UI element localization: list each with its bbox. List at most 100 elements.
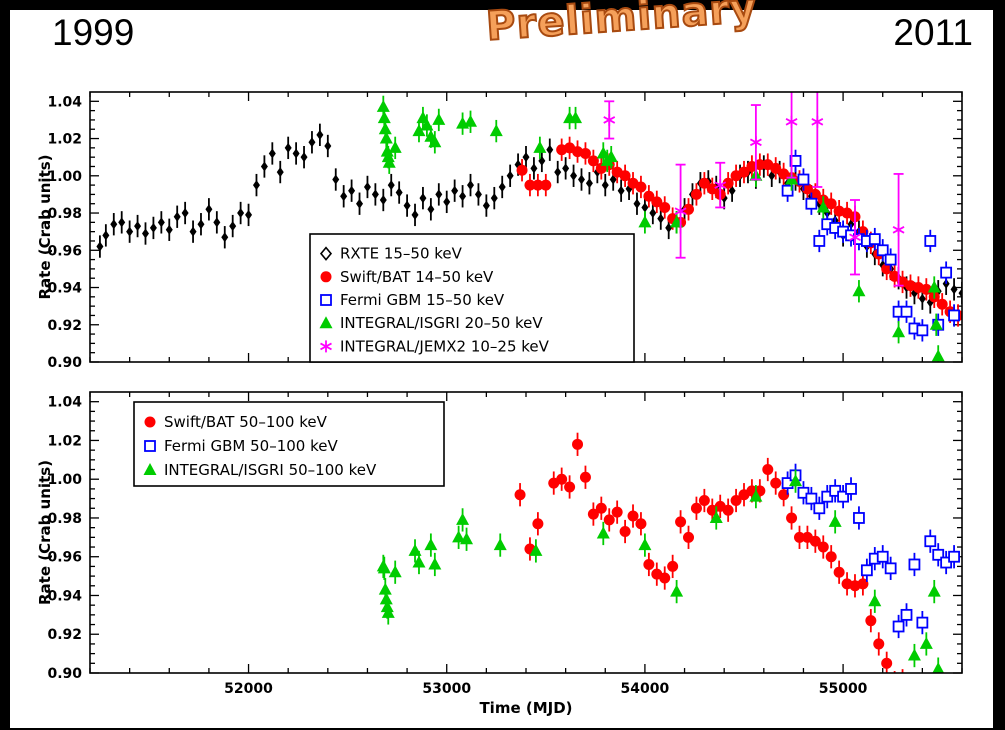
- data-point: [659, 201, 671, 213]
- legend-marker: [144, 416, 156, 428]
- figure-panel: 1999 2011 Preliminary 0.90 0.92 0.94 0.96 0.…: [10, 0, 993, 728]
- data-point: [165, 224, 173, 235]
- data-point: [102, 230, 110, 241]
- data-point: [641, 202, 649, 213]
- data-point: [635, 518, 647, 530]
- y-tick-label: 0.90: [47, 355, 82, 371]
- data-point: [378, 582, 392, 595]
- legend-entry: Swift/BAT 50–100 keV: [164, 413, 328, 431]
- data-point: [837, 490, 849, 503]
- data-point: [489, 124, 503, 137]
- data-point: [865, 615, 877, 627]
- data-point: [157, 217, 165, 228]
- data-point: [770, 477, 782, 489]
- data-point: [556, 473, 568, 485]
- data-point: [828, 514, 842, 527]
- y-tick-label: 0.98: [47, 206, 82, 222]
- y-tick-label: 0.92: [47, 318, 82, 334]
- data-point: [900, 305, 913, 318]
- data-point: [853, 512, 865, 524]
- legend-entry: Fermi GBM 15–50 keV: [340, 291, 505, 309]
- data-point: [889, 677, 900, 688]
- data-point: [96, 241, 104, 252]
- data-point: [722, 504, 734, 516]
- data-point: [674, 205, 687, 218]
- data-point: [595, 502, 607, 514]
- data-point: [181, 208, 189, 219]
- data-point: [435, 189, 443, 200]
- data-point: [245, 209, 253, 220]
- y-tick-label: 0.94: [47, 281, 82, 297]
- data-point: [670, 584, 684, 597]
- data-point: [892, 620, 905, 633]
- data-point: [675, 516, 687, 528]
- data-point: [919, 636, 933, 649]
- data-point: [603, 514, 615, 526]
- data-point: [522, 152, 530, 163]
- data-point: [118, 217, 126, 228]
- data-point: [884, 253, 897, 266]
- data-point: [260, 161, 268, 172]
- data-point: [659, 572, 671, 584]
- data-point: [569, 111, 583, 124]
- data-point: [412, 124, 426, 137]
- data-point: [570, 170, 578, 181]
- data-point: [809, 535, 821, 547]
- legend-marker: [319, 316, 333, 329]
- data-point: [907, 648, 921, 661]
- data-point: [619, 526, 631, 538]
- data-point: [876, 550, 889, 563]
- data-point: [382, 155, 396, 168]
- data-point: [332, 174, 340, 185]
- data-point: [793, 531, 805, 543]
- data-point: [786, 512, 798, 524]
- data-point: [237, 208, 245, 219]
- data-point: [797, 173, 810, 186]
- data-point: [377, 111, 391, 124]
- data-point: [913, 685, 924, 696]
- data-point: [789, 474, 803, 487]
- data-point: [419, 193, 427, 204]
- data-point: [958, 288, 962, 299]
- legend-entry: Swift/BAT 14–50 keV: [340, 268, 494, 286]
- legend-entry: INTEGRAL/JEMX2 10–25 keV: [340, 337, 550, 355]
- data-point: [587, 155, 599, 167]
- data-point: [778, 489, 790, 501]
- data-point: [651, 196, 663, 208]
- data-point: [498, 181, 506, 192]
- data-point: [709, 510, 723, 523]
- data-point: [900, 608, 913, 621]
- y-tick-label: 0.96: [47, 243, 82, 259]
- year-start-label: 1999: [52, 12, 135, 53]
- data-point: [514, 159, 522, 170]
- data-point: [356, 198, 364, 209]
- data-point: [690, 188, 702, 200]
- data-point: [554, 167, 562, 178]
- crab-rate-chart: 0.90 0.92 0.94 0.96 0.98 1.00 1.02 1.04 Rate (Cr…: [36, 91, 963, 717]
- data-point: [789, 154, 802, 167]
- data-point: [881, 657, 893, 669]
- data-point: [585, 178, 593, 189]
- data-point: [377, 561, 391, 574]
- y-tick-label: 1.02: [47, 433, 82, 449]
- data-point: [754, 159, 766, 171]
- data-point: [432, 112, 446, 125]
- data-point: [932, 548, 945, 561]
- plot-frame: [89, 391, 963, 674]
- data-point: [529, 543, 543, 556]
- data-point: [221, 232, 229, 243]
- data-point: [451, 185, 459, 196]
- data-point: [749, 489, 763, 502]
- data-point: [908, 558, 921, 571]
- data-point: [683, 531, 695, 543]
- y-tick-label: 0.92: [47, 627, 82, 643]
- data-point: [667, 560, 679, 572]
- data-point: [173, 211, 181, 222]
- data-point: [443, 196, 451, 207]
- data-point: [916, 616, 929, 629]
- data-point: [493, 538, 507, 551]
- data-point: [690, 502, 702, 514]
- data-point: [149, 222, 157, 233]
- legend-entry: INTEGRAL/ISGRI 20–50 keV: [340, 314, 543, 332]
- data-point: [638, 215, 652, 228]
